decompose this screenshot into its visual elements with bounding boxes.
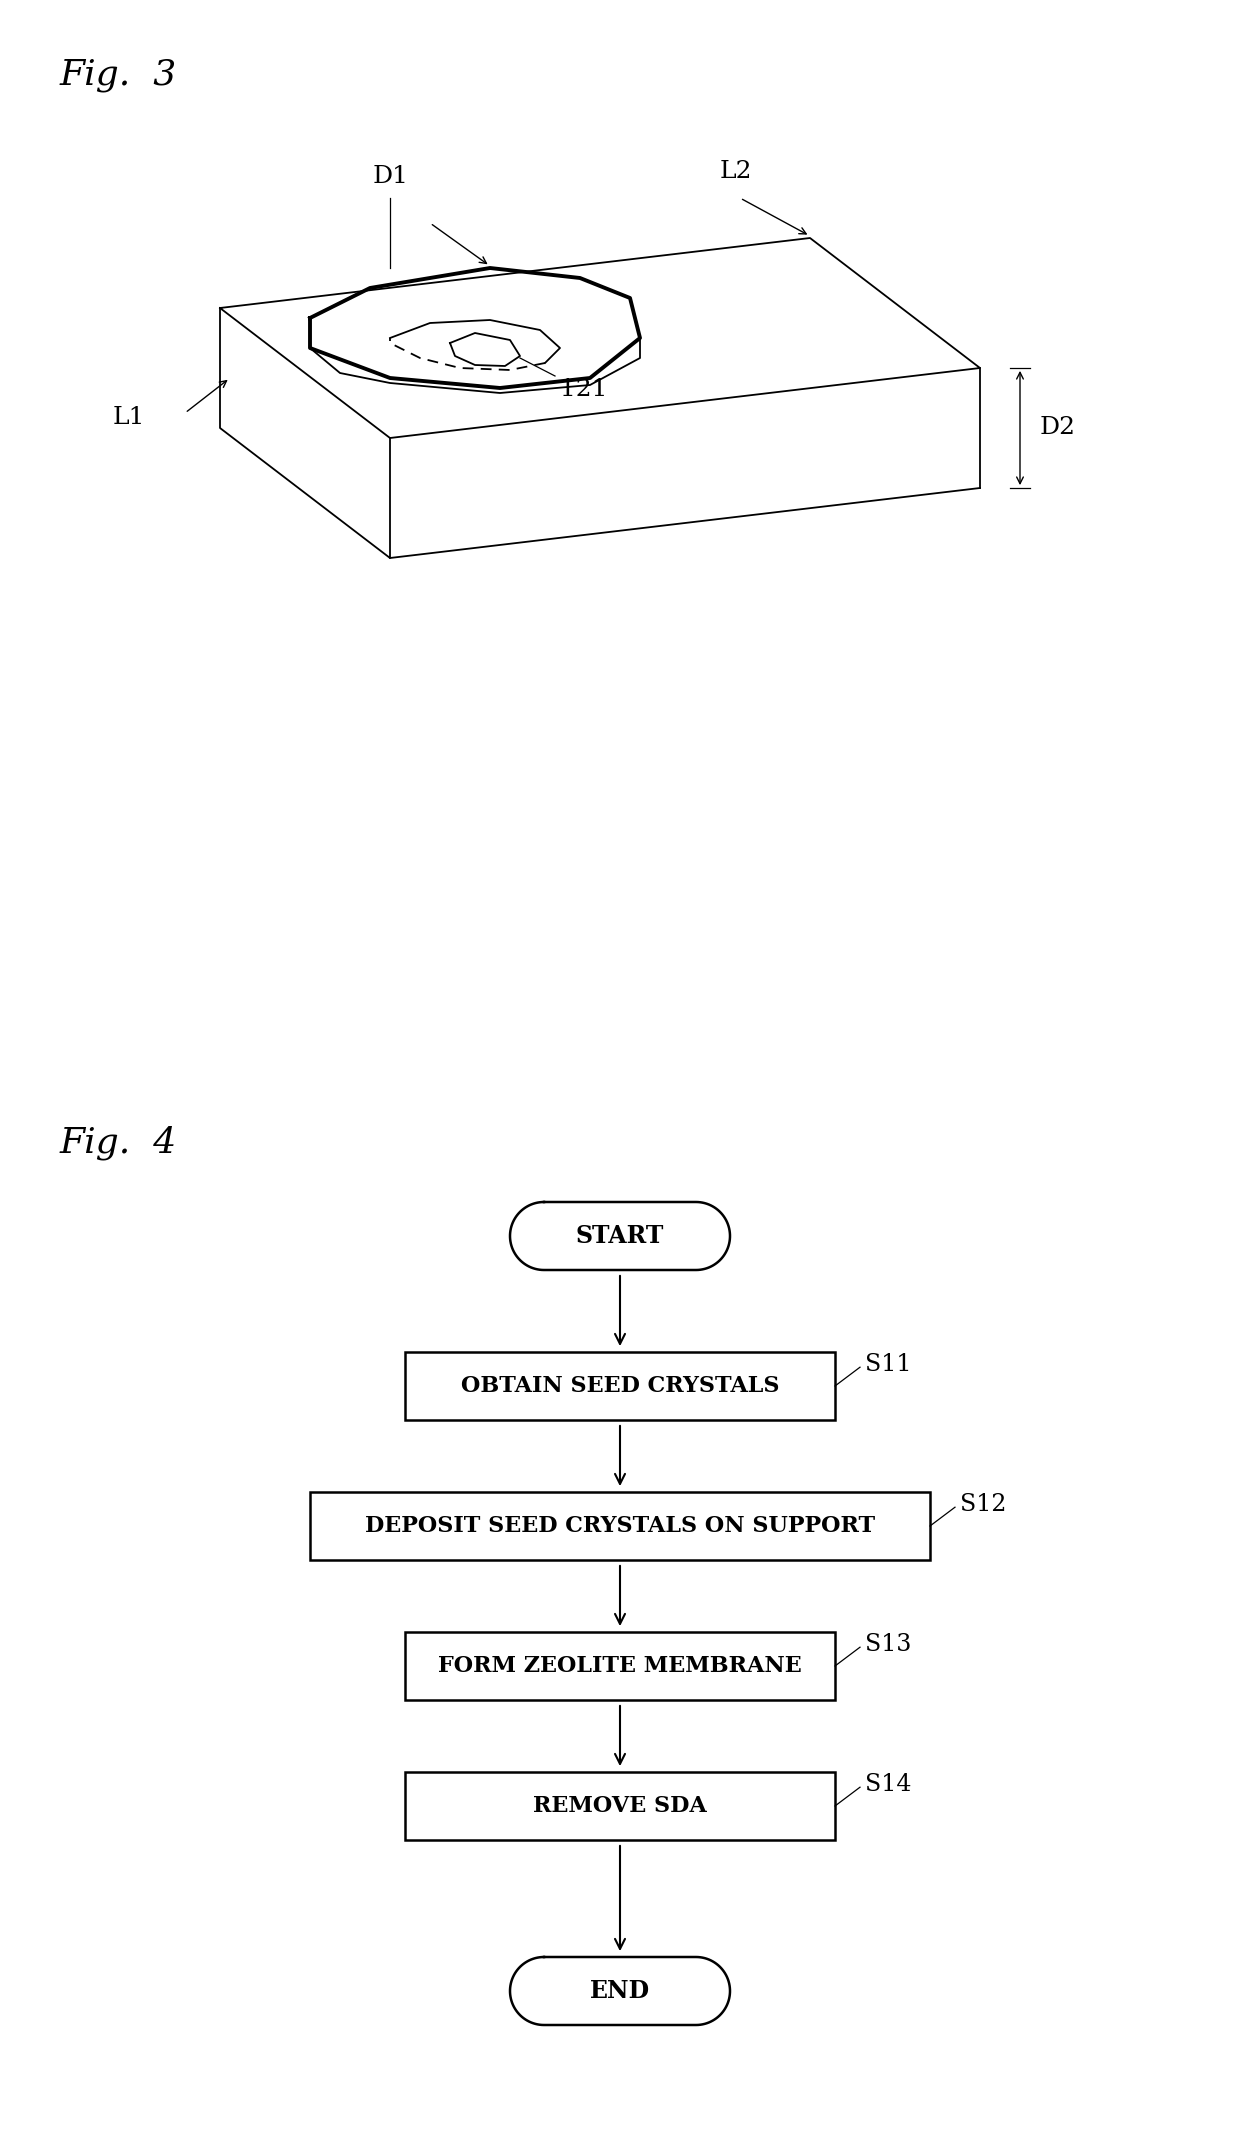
Text: OBTAIN SEED CRYSTALS: OBTAIN SEED CRYSTALS <box>461 1376 779 1397</box>
Text: S14: S14 <box>866 1772 911 1796</box>
Text: L2: L2 <box>720 160 753 183</box>
Text: START: START <box>575 1225 665 1248</box>
Text: Fig.  3: Fig. 3 <box>60 58 177 93</box>
Text: 121: 121 <box>560 377 608 401</box>
Bar <box>405 1772 835 1839</box>
Text: REMOVE SDA: REMOVE SDA <box>533 1796 707 1818</box>
Bar <box>405 1632 835 1699</box>
Text: Fig.  4: Fig. 4 <box>60 1125 177 1160</box>
Text: S12: S12 <box>960 1492 1007 1516</box>
Text: L1: L1 <box>113 407 145 429</box>
Text: S13: S13 <box>866 1632 911 1656</box>
Text: DEPOSIT SEED CRYSTALS ON SUPPORT: DEPOSIT SEED CRYSTALS ON SUPPORT <box>365 1516 875 1537</box>
Text: D1: D1 <box>372 166 408 188</box>
Bar <box>405 1352 835 1421</box>
Text: D2: D2 <box>1040 416 1076 440</box>
Text: FORM ZEOLITE MEMBRANE: FORM ZEOLITE MEMBRANE <box>438 1656 802 1677</box>
Bar <box>310 1492 930 1561</box>
Text: S11: S11 <box>866 1352 911 1376</box>
Text: END: END <box>590 1979 650 2003</box>
